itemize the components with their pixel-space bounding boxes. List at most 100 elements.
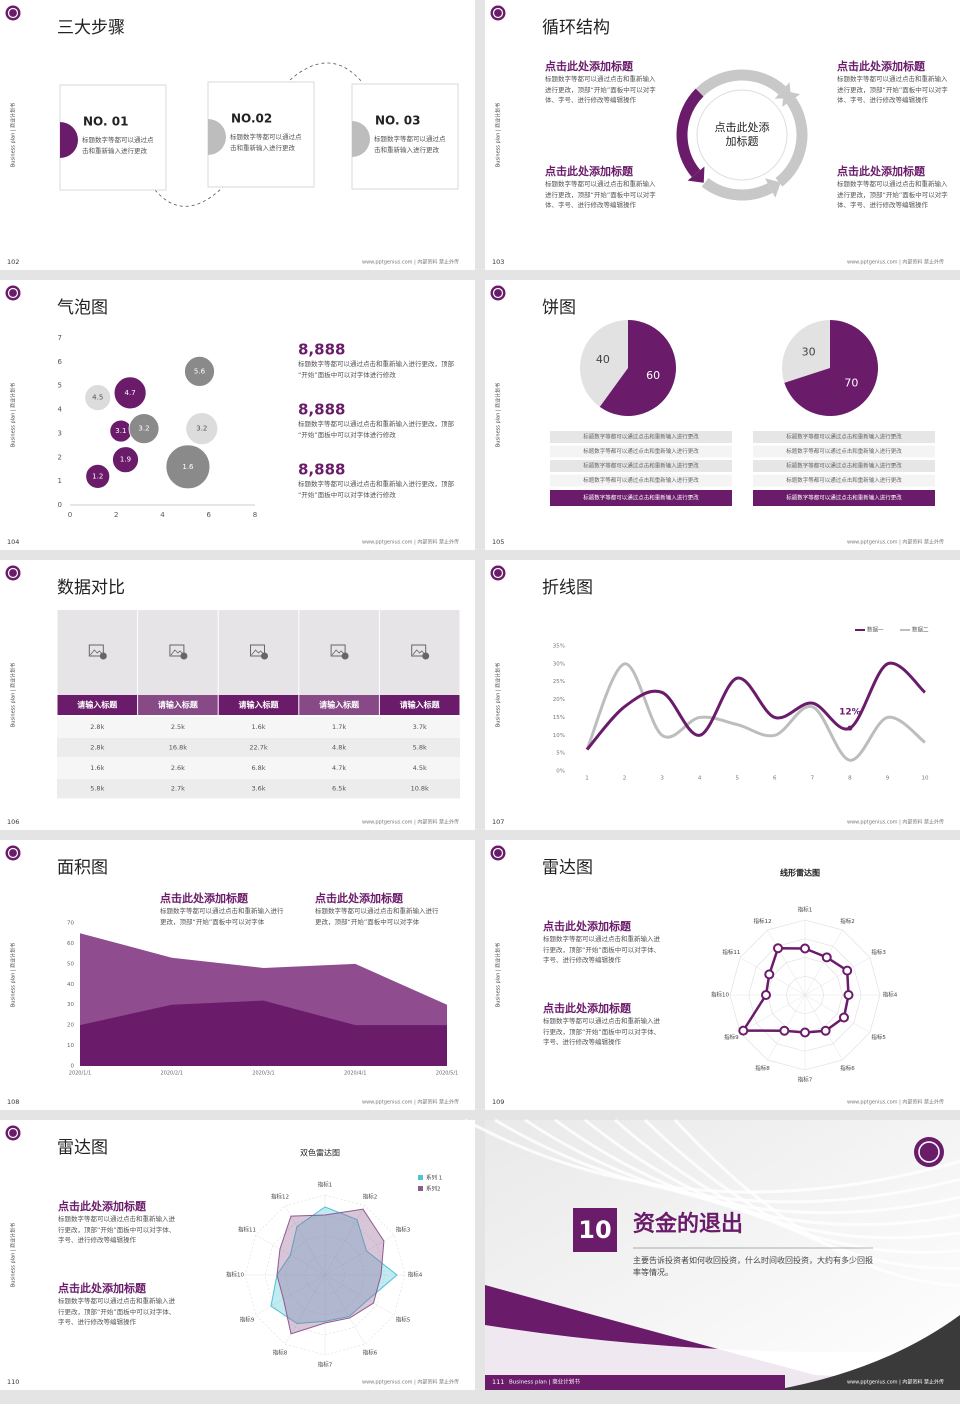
logo [490, 5, 506, 21]
block-text: 标题数字等都可以通过点击和重新输入进行更改，顶部“开始”面板中可以对字体、字号、… [545, 75, 656, 105]
cycle-arc [676, 88, 704, 178]
slide: 10 资金的退出主要告诉投资者如何收回投资，什么时间收回投资，大约有多少回报率等情… [464, 1118, 960, 1390]
slide-title: 循环结构 [542, 18, 610, 38]
side-label: Business plan | 商业计划书 [495, 663, 502, 727]
cycle-arc [691, 69, 786, 101]
step-text: 标题数字等都可以通过点击和重新输入进行更改 [230, 133, 302, 152]
radar-axis-label: 指标9 [724, 1033, 739, 1041]
bubble [84, 384, 112, 412]
block-heading: 点击此处添加标题 [545, 165, 633, 178]
radar-axis-label: 指标7 [798, 1076, 813, 1084]
y-tick-label: 70 [67, 921, 74, 927]
radar-axis-label: 指标12 [271, 1193, 289, 1201]
block-heading-box: 点击此处添加标题 [837, 60, 925, 73]
table-cell: 22.7k [249, 744, 267, 752]
x-tick-label: 4 [160, 511, 165, 519]
x-tick-label: 9 [886, 776, 890, 782]
cycle-arc [701, 177, 773, 201]
list-row [753, 460, 935, 472]
block-heading-box: 点击此处添加标题 [545, 165, 633, 178]
legend-label: 系列 1 [426, 1174, 442, 1182]
radar-axis-label: 指标11 [722, 948, 740, 956]
bubble-label: 1.2 [92, 472, 103, 480]
table-cell: 3.7k [413, 723, 427, 731]
stat-text-box: 标题数字等都可以通过点击和重新输入进行更改，顶部“开始”面板中可以对字体进行修改 [298, 360, 454, 379]
slide-title: 饼图 [542, 298, 576, 318]
logo [5, 845, 21, 861]
radar-spoke [324, 1274, 395, 1316]
legend-label: 数据二 [912, 626, 929, 634]
list-row [550, 460, 732, 472]
step-text-box: 标题数字等都可以通过点击和重新输入进行更改 [374, 135, 446, 154]
table-header-text: 请输入标题 [158, 700, 199, 710]
logo-inner [7, 1127, 19, 1139]
stat-value: 8,888 [298, 401, 345, 419]
image-icon-plus [180, 652, 188, 660]
bubble-label: 1.6 [182, 463, 194, 471]
block-heading: 点击此处添加标题 [160, 892, 248, 905]
logo-inner [492, 7, 504, 19]
image-icon-plus [422, 652, 430, 660]
bubble-label: 5.6 [194, 367, 206, 375]
x-tick-label: 4 [698, 776, 702, 782]
stat-value: 8,888 [298, 341, 345, 359]
radar-axis-label: 指标8 [273, 1348, 288, 1356]
slide-background [485, 280, 960, 550]
slide-title: 数据对比 [57, 578, 125, 598]
y-tick-label: 20% [553, 697, 565, 703]
pie-label: 30 [802, 345, 816, 358]
table-cell: 1.6k [90, 764, 104, 772]
block-text-box: 标题数字等都可以通过点击和重新输入进行更改，顶部“开始”面板中可以对字体、字号、… [837, 75, 948, 105]
y-tick-label: 60 [67, 941, 74, 947]
block-text: 标题数字等都可以通过点击和重新输入进行更改，顶部“开始”面板中可以对字体 [315, 907, 439, 926]
block-heading: 点击此处添加标题 [543, 1002, 631, 1015]
footer: www.pptgenius.com | 内部资料 禁止外传 [362, 1379, 459, 1386]
line-series [585, 661, 927, 751]
x-tick-label: 2020/4/1 [344, 1071, 366, 1077]
pie-label: 70 [844, 377, 858, 390]
radar-spoke [804, 994, 871, 1033]
radar-axis-label: 指标7 [318, 1361, 333, 1369]
footer: www.pptgenius.com | 内部资料 禁止外传 [847, 1099, 944, 1106]
x-tick-label: 3 [660, 776, 664, 782]
radar-point [838, 1012, 849, 1023]
block-text-box: 标题数字等都可以通过点击和重新输入进行更改，顶部“开始”面板中可以对字体、字号、… [545, 180, 656, 209]
table-cell: 4.8k [332, 744, 346, 752]
y-tick-label: 10 [67, 1043, 74, 1049]
table-cell: 1.7k [332, 723, 346, 731]
point-marker [847, 725, 853, 731]
radar-axis-label: 指标10 [226, 1271, 244, 1279]
block-heading-box: 点击此处添加标题 [58, 1200, 146, 1213]
block-heading-box: 点击此处添加标题 [58, 1282, 146, 1295]
image-icon [88, 644, 104, 657]
stat-value: 8,888 [298, 461, 345, 479]
y-tick-label: 35% [553, 644, 565, 650]
slide: 三大步骤 Business plan | 商业计划书 102 www.pptgeniu… [0, 0, 475, 270]
slide: 雷达图 Business plan | 商业计划书 109 www.pptgenius… [485, 840, 960, 1110]
block-text: 标题数字等都可以通过点击和重新输入进行更改，顶部“开始”面板中可以对字体、字号、… [837, 180, 948, 210]
pie-label: 40 [596, 353, 610, 366]
block-text: 标题数字等都可以通过点击和重新输入进行更改，顶部“开始”面板中可以对字体、字号、… [837, 75, 948, 105]
y-tick-label: 6 [58, 358, 63, 366]
connector [289, 62, 363, 83]
y-tick-label: 1 [58, 477, 62, 485]
table-header-cell [138, 695, 218, 715]
background-curve [464, 1118, 960, 1194]
y-tick-label: 10% [553, 733, 565, 739]
step-text: 标题数字等都可以通过点击和重新输入进行更改 [374, 135, 446, 154]
section-number: 10 [578, 1216, 611, 1244]
image-icon [250, 644, 265, 657]
footer: www.pptgenius.com | 内部资料 禁止外传 [362, 259, 459, 266]
table-cell: 5.8k [90, 785, 104, 793]
step-text-box: 标题数字等都可以通过点击和重新输入进行更改 [230, 133, 302, 152]
list-row-text: 标题数字等都可以通过点击和重新输入进行更改 [583, 476, 699, 484]
footer: www.pptgenius.com | 内部资料 禁止外传 [847, 1379, 944, 1386]
radar-axis-label: 指标1 [798, 906, 813, 914]
y-tick-label: 0% [556, 769, 565, 775]
table-header-text: 请输入标题 [77, 700, 118, 710]
block-heading: 点击此处添加标题 [58, 1282, 146, 1295]
logo [5, 1125, 21, 1141]
table-cell: 2.5k [171, 723, 185, 731]
